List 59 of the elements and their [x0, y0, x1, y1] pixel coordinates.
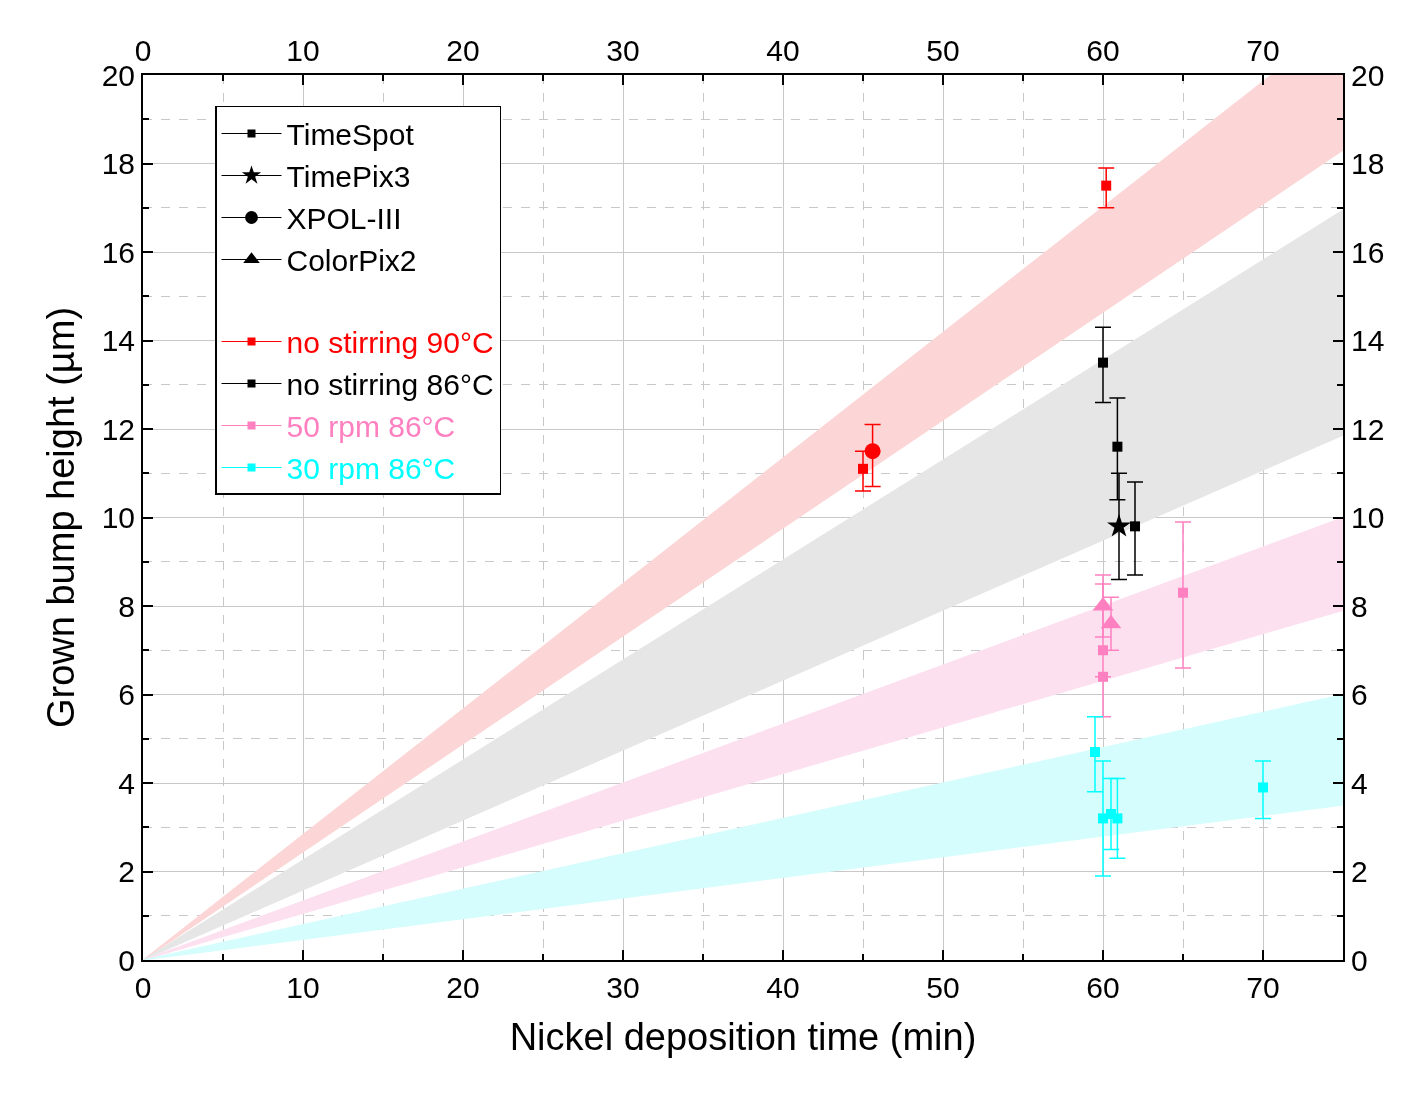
y2-tick-label: 2: [1351, 855, 1368, 888]
y-tick-label: 10: [101, 501, 135, 534]
legend-label: TimeSpot: [286, 118, 415, 152]
y-tick-label: 4: [118, 766, 135, 800]
y2-tick-label: 6: [1351, 678, 1368, 711]
point: [1101, 180, 1112, 191]
y-tick-label: 8: [118, 589, 135, 623]
y2-tick-label: 16: [1351, 235, 1385, 269]
point: [1090, 747, 1100, 758]
x2-tick-label: 60: [1086, 971, 1120, 1004]
y-tick-label: 16: [101, 235, 135, 269]
legend-label: no stirring 86°C: [286, 368, 494, 402]
point: [1098, 671, 1108, 682]
point: [1178, 587, 1188, 598]
legend-label: 50 rpm 86°C: [286, 410, 456, 444]
y2-tick-label: 20: [1351, 58, 1385, 92]
point: [1112, 813, 1123, 824]
legend-label: ColorPix2: [286, 244, 417, 278]
point: [864, 443, 881, 460]
y2-tick-label: 4: [1351, 766, 1368, 800]
point: [1130, 521, 1140, 532]
x-tick-label: 60: [1086, 34, 1120, 67]
y-tick-label: 14: [101, 324, 135, 357]
y-tick-label: 0: [118, 943, 135, 977]
point: [1107, 513, 1131, 537]
x-tick-label: 30: [606, 34, 640, 67]
x-tick-label: 50: [926, 34, 960, 67]
y2-tick-label: 12: [1351, 412, 1385, 446]
point: [1098, 645, 1108, 656]
x-tick-label: 70: [1246, 34, 1280, 67]
x-tick-label: 20: [446, 34, 480, 67]
x2-tick-label: 40: [766, 971, 800, 1004]
legend-label: TimePix3: [286, 160, 411, 194]
y-tick-label: 2: [118, 855, 135, 888]
y-tick-label: 12: [101, 412, 135, 446]
x2-tick-label: 10: [286, 971, 320, 1004]
y2-tick-label: 14: [1351, 324, 1385, 357]
y2-tick-label: 0: [1351, 943, 1368, 977]
y-tick-label: 20: [101, 58, 135, 92]
point: [1258, 782, 1268, 793]
legend-label: 30 rpm 86°C: [286, 452, 456, 486]
legend-label: no stirring 90°C: [286, 326, 494, 360]
x2-tick-label: 50: [926, 971, 960, 1004]
y-tick-label: 6: [118, 678, 135, 711]
x2-tick-label: 30: [606, 971, 640, 1004]
y2-tick-label: 10: [1351, 501, 1385, 534]
point: [1098, 357, 1108, 368]
y-axis-title: Grown bump height (µm): [40, 306, 83, 729]
point: [1112, 441, 1123, 452]
x-axis-title: Nickel deposition time (min): [509, 1015, 977, 1058]
x-tick-label: 10: [286, 34, 320, 67]
point: [858, 463, 868, 474]
legend-label: XPOL-III: [286, 202, 402, 236]
y2-tick-label: 8: [1351, 589, 1368, 623]
x2-tick-label: 70: [1246, 971, 1280, 1004]
x2-tick-label: 20: [446, 971, 480, 1004]
y-tick-label: 18: [101, 147, 135, 180]
x-tick-label: 40: [766, 34, 800, 67]
y2-tick-label: 18: [1351, 147, 1385, 180]
